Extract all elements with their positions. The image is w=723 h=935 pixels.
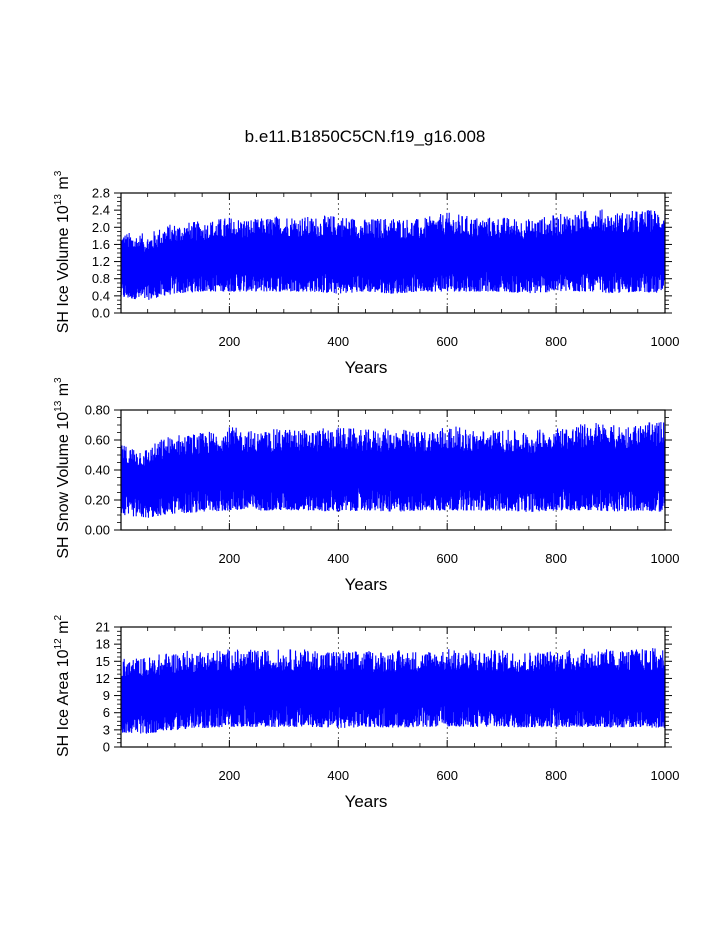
x-tick-label: 600 xyxy=(436,768,458,783)
y-axis-label: SH Ice Area 1012 m2 xyxy=(53,615,72,758)
x-tick-label: 1000 xyxy=(651,551,680,566)
x-tick-label: 200 xyxy=(219,551,241,566)
y-tick-label: 0.4 xyxy=(92,288,110,303)
series-line-sh-ice-volume xyxy=(120,209,666,300)
y-tick-label: 0.20 xyxy=(85,493,110,508)
y-tick-label: 0.80 xyxy=(85,403,110,418)
y-tick-label: 2.4 xyxy=(92,203,110,218)
x-tick-label: 1000 xyxy=(651,334,680,349)
y-tick-label: 18 xyxy=(96,637,110,652)
x-tick-label: 400 xyxy=(327,334,349,349)
x-tick-label: 600 xyxy=(436,334,458,349)
y-tick-label: 1.6 xyxy=(92,237,110,252)
series-line-sh-snow-volume xyxy=(120,422,666,518)
y-tick-label: 21 xyxy=(96,620,110,635)
y-tick-label: 12 xyxy=(96,671,110,686)
x-axis-label: Years xyxy=(345,575,388,594)
y-tick-label: 2.0 xyxy=(92,220,110,235)
x-tick-label: 400 xyxy=(327,768,349,783)
y-tick-label: 3 xyxy=(103,722,110,737)
y-tick-label: 0.40 xyxy=(85,463,110,478)
x-tick-label: 800 xyxy=(545,334,567,349)
y-tick-label: 0.00 xyxy=(85,523,110,538)
chart-panel-3: 200 400 600 800 1000 0 3 6 9 12 15 18 21 Years SH Ice … xyxy=(53,615,679,811)
x-tick-label: 200 xyxy=(219,768,241,783)
x-axis-label: Years xyxy=(345,792,388,811)
y-tick-label: 0 xyxy=(103,740,110,755)
series-line-sh-ice-area xyxy=(120,648,666,734)
x-tick-label: 800 xyxy=(545,768,567,783)
y-tick-label: 6 xyxy=(103,705,110,720)
x-axis-label: Years xyxy=(345,358,388,377)
y-axis-label: SH Ice Volume 1013 m3 xyxy=(53,170,72,333)
x-tick-label: 600 xyxy=(436,551,458,566)
y-tick-label: 1.2 xyxy=(92,254,110,269)
y-tick-label: 2.8 xyxy=(92,186,110,201)
x-tick-label: 400 xyxy=(327,551,349,566)
y-tick-label: 15 xyxy=(96,654,110,669)
y-tick-label: 0.60 xyxy=(85,433,110,448)
chart-panel-2: 200 400 600 800 1000 0.00 0.20 0.40 0.60 0.80 Year… xyxy=(53,377,679,594)
y-tick-label: 9 xyxy=(103,688,110,703)
x-tick-label: 800 xyxy=(545,551,567,566)
chart-title: b.e11.B1850C5CN.f19_g16.008 xyxy=(245,127,486,146)
y-tick-label: 0.8 xyxy=(92,271,110,286)
y-axis-label: SH Snow Volume 1013 m3 xyxy=(53,377,72,559)
x-tick-label: 200 xyxy=(219,334,241,349)
chart-panel-1: 200 400 600 800 1000 0.0 0.4 0.8 1.2 1.6 2.0 2.4 2.8… xyxy=(53,170,679,377)
x-tick-label: 1000 xyxy=(651,768,680,783)
y-tick-label: 0.0 xyxy=(92,306,110,321)
